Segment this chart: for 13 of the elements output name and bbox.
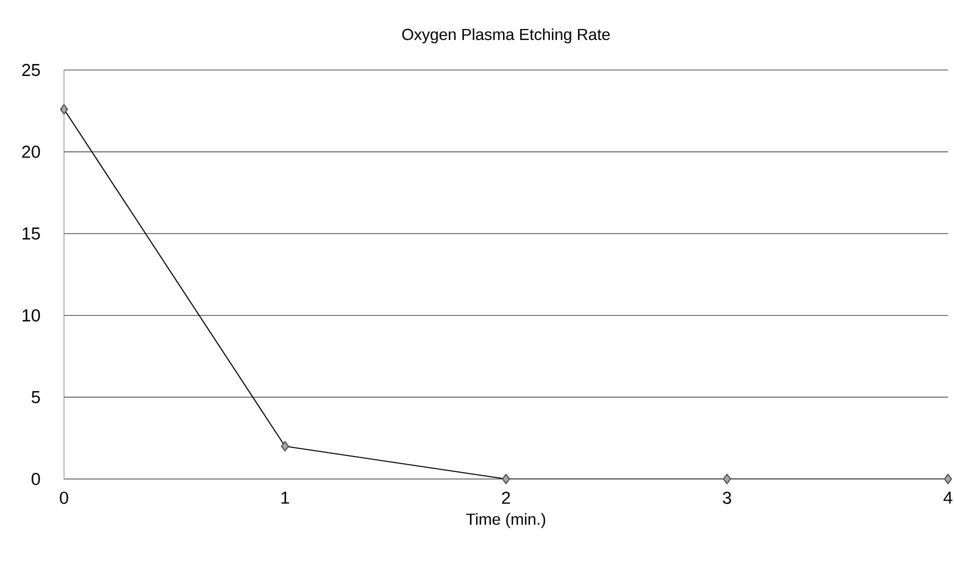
y-tick-label: 20 [22,146,40,158]
x-axis-title: Time (min.) [466,513,546,528]
x-tick-label: 4 [944,492,952,504]
y-tick-label: 15 [22,228,40,240]
y-tick-label: 10 [22,309,40,322]
x-tick-label: 2 [502,492,510,504]
y-tick-label: 25 [22,64,40,76]
x-tick-label: 3 [722,492,732,504]
y-tick-label: 5 [32,391,40,404]
y-tick-label: 0 [32,472,40,486]
chart-title: Oxygen Plasma Etching Rate [402,28,610,44]
x-tick-label: 1 [282,492,289,504]
x-tick-label: 0 [60,492,68,504]
